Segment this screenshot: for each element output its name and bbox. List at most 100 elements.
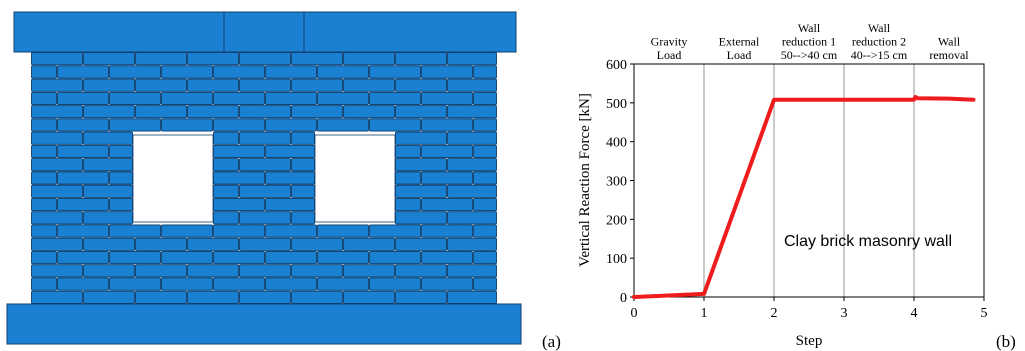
brick xyxy=(369,277,421,291)
brick xyxy=(265,91,317,106)
stage-label-line: removal xyxy=(929,48,969,62)
brick xyxy=(31,91,57,106)
y-tick-label: 300 xyxy=(606,175,627,190)
data-point xyxy=(633,296,635,298)
brick xyxy=(213,277,265,291)
bottom-slab xyxy=(6,303,522,345)
stage-label-line: 50-->40 cm xyxy=(781,48,838,62)
data-point xyxy=(972,99,975,101)
data-point xyxy=(948,97,950,100)
brick xyxy=(135,237,187,251)
brick xyxy=(473,118,497,132)
brick xyxy=(291,264,343,278)
brick xyxy=(291,78,343,92)
brick xyxy=(31,224,57,238)
brick xyxy=(213,184,239,198)
brick xyxy=(161,250,213,265)
y-axis-label: Vertical Reaction Force [kN] xyxy=(577,93,593,267)
brick xyxy=(57,171,109,185)
x-tick-label: 4 xyxy=(911,306,918,321)
brick xyxy=(213,250,265,265)
brick xyxy=(83,264,135,278)
brick xyxy=(291,184,315,198)
brick xyxy=(83,237,135,251)
brick xyxy=(265,224,317,238)
brick xyxy=(421,118,473,132)
brick xyxy=(265,144,315,159)
brick xyxy=(213,131,239,145)
brick xyxy=(473,171,497,185)
brick xyxy=(421,250,473,265)
brick xyxy=(31,171,57,185)
brick xyxy=(239,184,291,198)
brick xyxy=(343,237,395,251)
brick xyxy=(213,158,239,172)
brick xyxy=(421,277,473,291)
brick xyxy=(239,52,291,66)
brick xyxy=(447,237,497,251)
x-tick-label: 0 xyxy=(631,306,638,321)
brick xyxy=(31,250,57,265)
brick xyxy=(473,197,497,212)
brick xyxy=(317,224,369,238)
y-tick-label: 200 xyxy=(606,213,627,228)
brick xyxy=(395,184,447,198)
brick xyxy=(83,158,133,172)
brick xyxy=(317,277,369,291)
data-point xyxy=(914,96,917,98)
top-beam-block xyxy=(223,11,305,53)
brick xyxy=(161,91,213,106)
brick xyxy=(265,118,317,132)
brick xyxy=(239,264,291,278)
brick xyxy=(291,211,315,225)
chart-annotation: Clay brick masonry wall xyxy=(784,233,952,250)
brick xyxy=(473,277,497,291)
brick xyxy=(447,264,497,278)
brick xyxy=(317,65,369,79)
y-tick-label: 400 xyxy=(606,136,627,151)
brick xyxy=(31,211,83,225)
brick xyxy=(343,264,395,278)
brick xyxy=(369,91,421,106)
brick xyxy=(395,131,447,145)
brick xyxy=(473,65,497,79)
brick xyxy=(343,290,395,304)
brick xyxy=(447,52,497,66)
stage-label-line: External xyxy=(719,35,760,49)
brick xyxy=(83,131,133,145)
brick xyxy=(343,78,395,92)
brick xyxy=(187,52,239,66)
brick xyxy=(83,78,135,92)
stage-label-line: Wall xyxy=(798,21,821,35)
brick xyxy=(57,197,109,212)
stage-label-line: reduction 1 xyxy=(782,35,836,49)
masonry-wall-model xyxy=(6,11,522,345)
brick xyxy=(343,52,395,66)
brick xyxy=(317,118,369,132)
stage-label-line: reduction 2 xyxy=(852,35,906,49)
brick xyxy=(291,158,315,172)
brick xyxy=(31,52,83,66)
series-line xyxy=(632,95,976,299)
brick xyxy=(395,158,447,172)
brick xyxy=(109,118,161,132)
brick xyxy=(265,250,317,265)
brick xyxy=(447,158,497,172)
brick xyxy=(239,158,291,172)
brick xyxy=(369,65,421,79)
brick xyxy=(109,144,133,159)
stage-label-line: Load xyxy=(657,48,682,62)
brick xyxy=(135,264,187,278)
brick xyxy=(135,78,187,92)
y-axis-ticks: 0 100 200 300 400 500 600 xyxy=(606,58,634,306)
brick xyxy=(31,65,57,79)
brick xyxy=(395,211,447,225)
stage-label-line: Load xyxy=(727,48,752,62)
brick xyxy=(421,197,473,212)
data-point xyxy=(913,99,915,101)
brick xyxy=(421,91,473,106)
stage-label-line: Gravity xyxy=(651,35,688,49)
brick xyxy=(473,91,497,106)
